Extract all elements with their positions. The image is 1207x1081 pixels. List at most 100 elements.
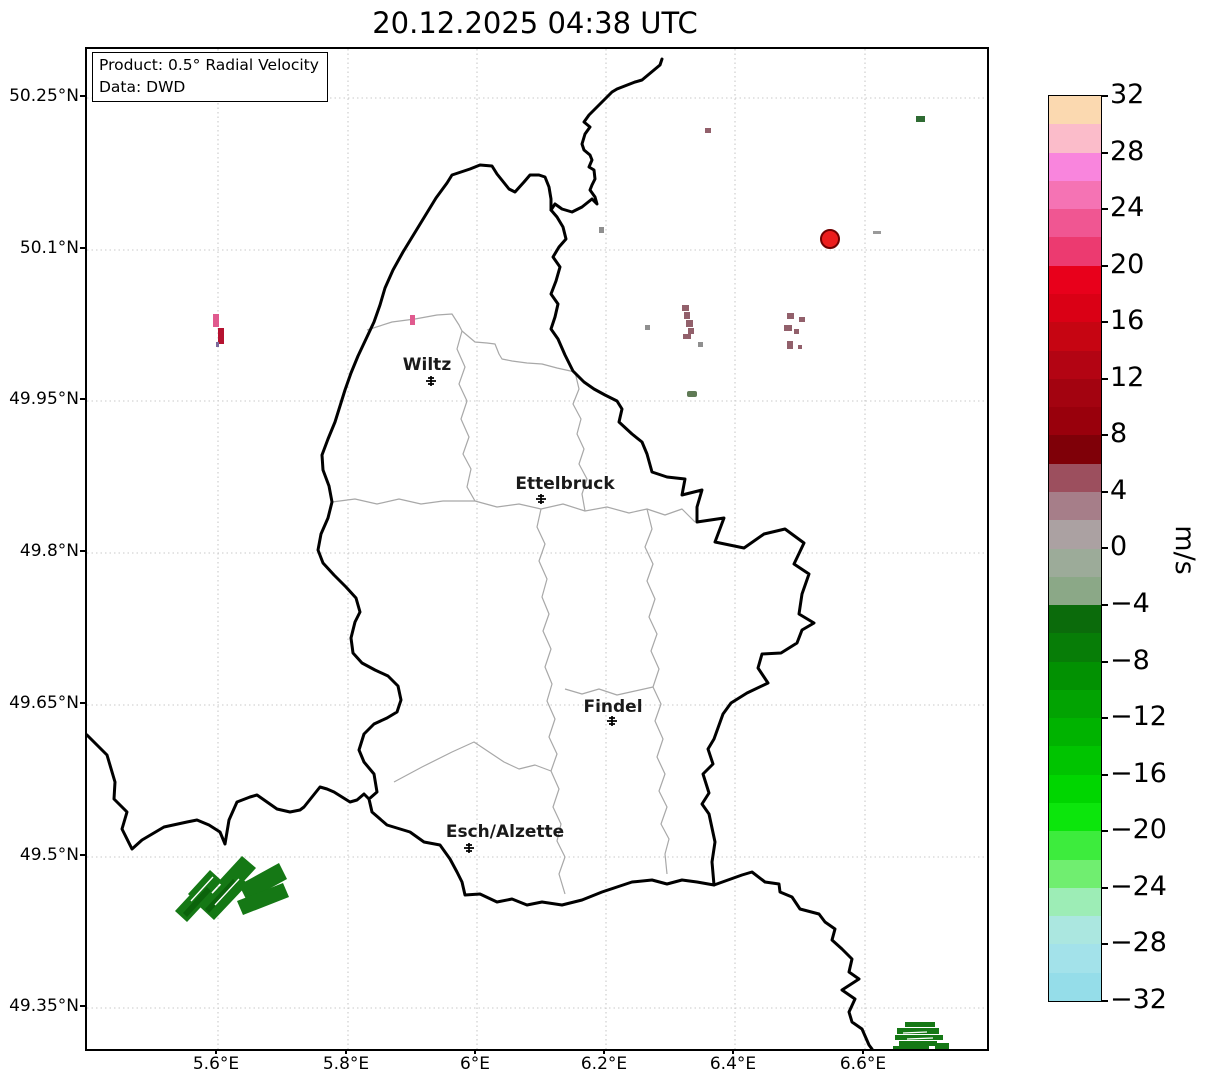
colorbar-segment xyxy=(1049,265,1101,294)
colorbar-tick-label: −28 xyxy=(1110,927,1167,958)
colorbar-tickmark xyxy=(1101,774,1108,776)
colorbar-tick-label: 20 xyxy=(1110,249,1145,280)
x-tick-label: 6.2°E xyxy=(580,1054,628,1074)
colorbar-tickmark xyxy=(1101,152,1108,154)
colorbar-tick-label: −4 xyxy=(1110,588,1150,619)
x-tickmark xyxy=(345,1049,347,1054)
colorbar-tick-label: 4 xyxy=(1110,475,1128,506)
colorbar-segment xyxy=(1049,944,1101,973)
x-tickmark xyxy=(215,1049,217,1054)
colorbar-segment xyxy=(1049,180,1101,210)
radar-echo-mauve-cluster-mid xyxy=(645,305,703,347)
radar-echo-mauve-cluster-right xyxy=(784,313,805,349)
x-tickmark xyxy=(732,1049,734,1054)
colorbar-segment xyxy=(1049,548,1101,577)
colorbar-segment xyxy=(1049,96,1101,125)
radar-red-dot-marker xyxy=(820,229,840,249)
colorbar-tick-label: −24 xyxy=(1110,871,1167,902)
colorbar-tick-label: 8 xyxy=(1110,418,1128,449)
x-tickmark xyxy=(603,1049,605,1054)
country-borders xyxy=(85,57,874,1051)
city-marker-findel xyxy=(607,716,617,726)
colorbar-tickmark xyxy=(1101,1000,1108,1002)
x-tick-label: 6.4°E xyxy=(709,1054,757,1074)
colorbar-segment xyxy=(1049,831,1101,860)
city-marker-esch xyxy=(464,843,474,853)
colorbar-segment xyxy=(1049,576,1101,606)
colorbar-tick-label: 16 xyxy=(1110,305,1145,336)
colorbar-segment xyxy=(1049,859,1101,888)
colorbar-segment xyxy=(1049,435,1101,464)
colorbar-segment xyxy=(1049,887,1101,917)
city-label-findel: Findel xyxy=(583,697,642,717)
border-luxembourg xyxy=(316,163,816,907)
radar-echo-green-speck xyxy=(916,116,925,122)
colorbar-segment xyxy=(1049,209,1101,238)
radar-echo-streaks-left xyxy=(213,314,224,347)
colorbar-tickmark xyxy=(1101,378,1108,380)
city-label-esch: Esch/Alzette xyxy=(446,822,564,842)
y-tick-label: 49.65°N xyxy=(9,693,79,713)
colorbar-tick-label: −32 xyxy=(1110,984,1167,1015)
colorbar-segment xyxy=(1049,746,1101,775)
x-tickmark xyxy=(862,1049,864,1054)
radar-echo-maroon-speck xyxy=(705,128,711,133)
colorbar-segment xyxy=(1049,237,1101,266)
colorbar-tick-label: 12 xyxy=(1110,362,1145,393)
radar-echo-cluster-southwest xyxy=(175,856,289,922)
colorbar xyxy=(1048,95,1102,1002)
canton-borders xyxy=(331,313,696,895)
x-tick-label: 6°E xyxy=(459,1054,491,1074)
radar-echo-gray-dash xyxy=(873,231,881,234)
colorbar-tickmark xyxy=(1101,547,1108,549)
colorbar-segment xyxy=(1049,407,1101,436)
y-tickmark xyxy=(80,247,85,249)
colorbar-segment xyxy=(1049,124,1101,153)
colorbar-segment xyxy=(1049,463,1101,492)
colorbar-segment xyxy=(1049,774,1101,804)
colorbar-tick-label: −8 xyxy=(1110,645,1150,676)
colorbar-tickmark xyxy=(1101,830,1108,832)
y-tickmark xyxy=(80,398,85,400)
colorbar-segment xyxy=(1049,803,1101,832)
y-tick-label: 49.95°N xyxy=(9,389,79,409)
x-tickmark xyxy=(474,1049,476,1054)
border-france-germany xyxy=(712,870,874,1051)
colorbar-segment xyxy=(1049,378,1101,408)
colorbar-segment xyxy=(1049,605,1101,634)
city-marker-ettelbruck xyxy=(536,494,546,504)
info-box: Product: 0.5° Radial Velocity Data: DWD xyxy=(92,52,328,103)
colorbar-segment xyxy=(1049,322,1101,351)
map-plot-area: Wiltz Ettelbruck Findel Esch/Alzette xyxy=(85,47,989,1051)
y-tick-label: 49.5°N xyxy=(19,845,79,865)
colorbar-segment xyxy=(1049,689,1101,719)
colorbar-tickmark xyxy=(1101,887,1108,889)
colorbar-tick-label: 32 xyxy=(1110,79,1145,110)
radar-echo-pink-speck xyxy=(410,315,415,325)
colorbar-segment xyxy=(1049,661,1101,690)
info-box-source: Data: DWD xyxy=(99,77,186,96)
colorbar-unit-label: m/s xyxy=(1169,525,1200,575)
y-tickmark xyxy=(80,550,85,552)
colorbar-tickmark xyxy=(1101,661,1108,663)
border-belgium-germany xyxy=(549,57,664,214)
info-box-product: Product: 0.5° Radial Velocity xyxy=(99,56,319,74)
x-tick-label: 5.6°E xyxy=(192,1054,240,1074)
colorbar-tick-label: −20 xyxy=(1110,814,1167,845)
radar-echo-gray-speck xyxy=(599,227,604,233)
colorbar-tick-label: −16 xyxy=(1110,758,1167,789)
colorbar-tick-label: −12 xyxy=(1110,701,1167,732)
radar-echo-olive-speck xyxy=(687,391,697,397)
colorbar-tick-label: 0 xyxy=(1110,531,1128,562)
city-label-wiltz: Wiltz xyxy=(403,355,452,375)
y-tickmark xyxy=(80,95,85,97)
y-tickmark xyxy=(80,854,85,856)
colorbar-tickmark xyxy=(1101,434,1108,436)
y-tickmark xyxy=(80,702,85,704)
city-markers xyxy=(426,376,617,853)
colorbar-tickmark xyxy=(1101,95,1108,97)
city-marker-wiltz xyxy=(426,376,436,386)
y-tickmark xyxy=(80,1005,85,1007)
radar-echo-patch-bottom-right xyxy=(893,1022,949,1049)
colorbar-segment xyxy=(1049,520,1101,549)
